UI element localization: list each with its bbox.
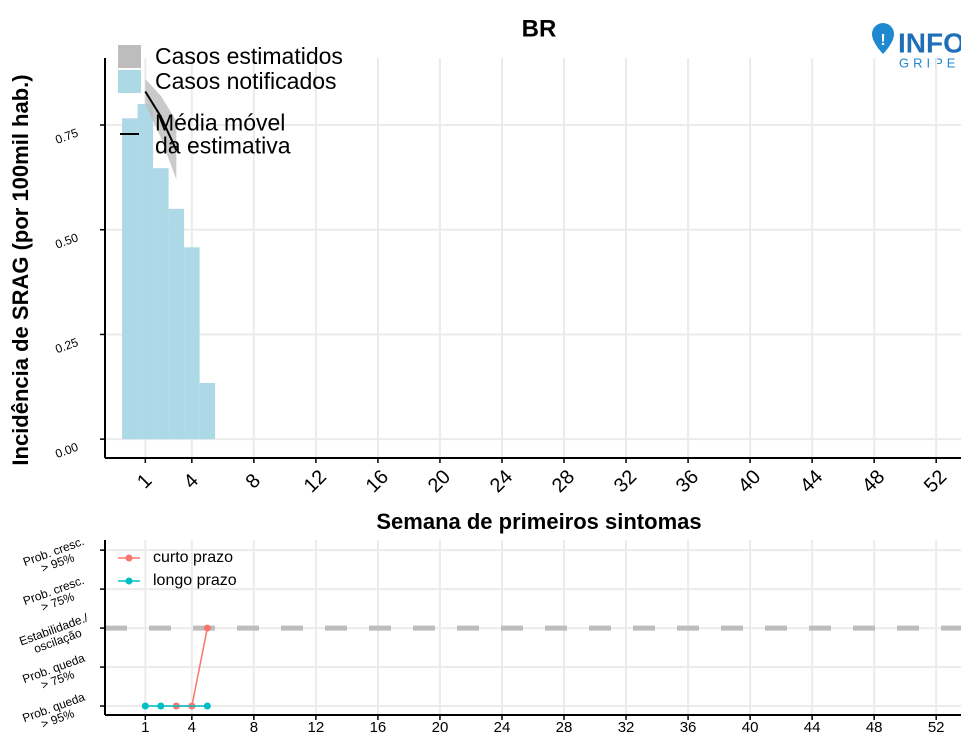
chart-title: BR <box>522 15 557 42</box>
x-tick-label: 28 <box>556 719 573 736</box>
legend-label: Média móvel da estimativa <box>155 110 291 159</box>
x-tick-label: 1 <box>141 719 149 736</box>
x-tick-label: 40 <box>742 719 759 736</box>
x-tick-label: 24 <box>494 719 511 736</box>
legend-swatch <box>118 70 141 93</box>
x-tick-label: 20 <box>432 719 449 736</box>
point <box>203 702 211 710</box>
bar <box>137 104 154 440</box>
x-tick-label: 12 <box>308 719 325 736</box>
bar <box>168 208 185 440</box>
x-tick-label: 44 <box>804 719 821 736</box>
moving-average-line <box>144 90 178 151</box>
legend-label: Casos estimatidos <box>155 43 343 69</box>
logo: ! INFO GRIPE <box>872 23 961 70</box>
legend-label: Casos notificados <box>155 68 337 94</box>
legend-swatch <box>118 45 141 68</box>
x-tick-label: 48 <box>866 719 883 736</box>
x-tick-label: 36 <box>680 719 697 736</box>
point <box>203 624 211 632</box>
legend-swatch <box>125 554 133 562</box>
y-axis-title: Incidência de SRAG (por 100mil hab.) <box>8 74 33 465</box>
bar <box>122 118 138 440</box>
x-tick-label: 16 <box>370 719 387 736</box>
bar <box>153 168 169 440</box>
point <box>157 702 165 710</box>
point <box>141 702 149 710</box>
bar <box>184 247 200 440</box>
x-tick-label: 4 <box>188 719 196 736</box>
logo-icon: ! <box>880 32 885 49</box>
x-tick-label: 52 <box>928 719 945 736</box>
legend-label: longo prazo <box>153 572 237 589</box>
legend-swatch <box>125 577 133 585</box>
legend-label: curto prazo <box>153 549 233 566</box>
logo-subtext: GRIPE <box>899 55 959 70</box>
x-axis-title: Semana de primeiros sintomas <box>376 509 701 534</box>
logo-text: INFO <box>898 27 961 58</box>
x-tick-label: 32 <box>618 719 635 736</box>
logo-pin <box>872 23 894 54</box>
bar <box>199 383 216 440</box>
x-tick-label: 8 <box>250 719 258 736</box>
